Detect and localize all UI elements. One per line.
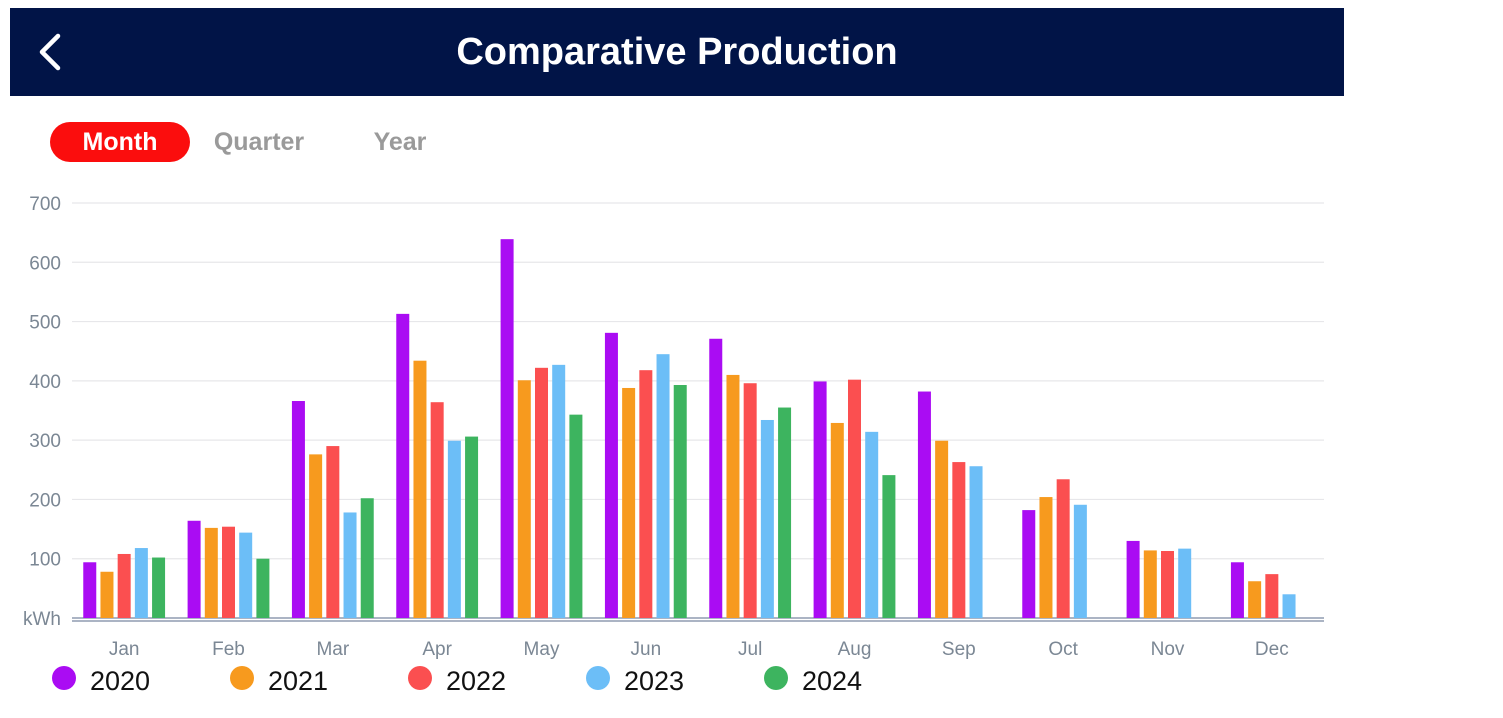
legend-label: 2024 xyxy=(802,666,863,696)
bar-2023-jan xyxy=(134,548,148,618)
x-tick-label: Dec xyxy=(1255,639,1289,660)
bar-2022-jun xyxy=(639,370,653,618)
legend-label: 2021 xyxy=(268,666,329,696)
bar-2024-apr xyxy=(465,436,479,618)
tab-quarter[interactable]: Quarter xyxy=(213,128,305,156)
bar-2021-dec xyxy=(1248,581,1262,618)
legend-label: 2020 xyxy=(90,666,151,696)
y-tick-label: 500 xyxy=(29,313,61,334)
bar-2020-aug xyxy=(813,381,827,618)
y-tick-label: 600 xyxy=(29,253,61,274)
x-tick-label: Feb xyxy=(212,639,245,660)
bar-2020-may xyxy=(500,239,514,618)
bar-2021-apr xyxy=(413,360,427,618)
bar-2022-jan xyxy=(117,553,131,618)
bar-2021-jul xyxy=(726,374,740,618)
y-tick-label: 300 xyxy=(29,431,61,452)
bar-2021-sep xyxy=(935,440,949,618)
bar-2022-dec xyxy=(1265,574,1279,618)
bar-2024-aug xyxy=(882,475,896,618)
bar-2023-nov xyxy=(1178,548,1192,618)
bar-2024-mar xyxy=(360,498,374,618)
legend-swatch xyxy=(230,666,254,690)
legend-label: 2022 xyxy=(446,666,507,696)
x-tick-label: Mar xyxy=(316,639,349,660)
bar-2023-jun xyxy=(656,354,670,618)
x-tick-label: Sep xyxy=(942,639,976,660)
bar-2023-aug xyxy=(865,431,879,618)
y-tick-label: 200 xyxy=(29,490,61,511)
bar-2021-nov xyxy=(1143,550,1157,618)
bar-2023-jul xyxy=(760,419,774,618)
legend-swatch xyxy=(586,666,610,690)
bar-2022-may xyxy=(535,367,548,618)
bar-2024-jul xyxy=(778,407,792,618)
bar-2020-jan xyxy=(83,562,97,618)
bar-2022-oct xyxy=(1056,479,1070,618)
tab-year[interactable]: Year xyxy=(373,128,427,156)
y-tick-label: 700 xyxy=(29,194,61,215)
bar-2021-jan xyxy=(100,571,114,618)
bar-2020-nov xyxy=(1126,540,1140,618)
x-tick-label: Aug xyxy=(838,639,872,660)
legend-swatch xyxy=(408,666,432,690)
bar-2023-feb xyxy=(239,532,253,618)
bar-2021-aug xyxy=(830,422,844,618)
bar-2023-mar xyxy=(343,512,357,618)
legend-label: 2023 xyxy=(624,666,685,696)
y-tick-label: 400 xyxy=(29,372,61,393)
back-button[interactable] xyxy=(34,30,74,74)
production-bar-chart: kWh 100 200 300 400 500 600 700 Jan Feb Mar Apr May J… xyxy=(23,194,1324,660)
bar-2023-may xyxy=(552,364,566,618)
bar-2023-dec xyxy=(1282,594,1296,618)
chevron-left-icon xyxy=(39,33,61,71)
bar-2020-dec xyxy=(1230,562,1244,618)
bar-2021-may xyxy=(517,380,531,618)
bar-2021-oct xyxy=(1039,497,1053,618)
tab-month[interactable]: Month xyxy=(50,122,190,162)
bar-2021-feb xyxy=(204,527,218,618)
header-bar: Comparative Production xyxy=(10,8,1344,96)
bar-2024-jan xyxy=(152,557,166,618)
bar-2020-jul xyxy=(709,338,723,618)
bar-2020-feb xyxy=(187,520,201,618)
bar-2020-mar xyxy=(291,401,305,618)
bar-2021-mar xyxy=(309,454,323,618)
page-title: Comparative Production xyxy=(456,31,898,73)
x-tick-label: Jun xyxy=(631,639,662,660)
bar-2022-sep xyxy=(952,462,966,618)
legend-swatch xyxy=(764,666,788,690)
bar-2024-jun xyxy=(673,385,687,618)
bar-2020-oct xyxy=(1022,510,1036,618)
y-tick-label: 100 xyxy=(29,550,61,571)
bar-2024-feb xyxy=(256,558,270,618)
y-tick-label: kWh xyxy=(23,609,61,630)
bar-2020-apr xyxy=(396,313,410,618)
legend-swatch xyxy=(52,666,76,690)
bar-2023-sep xyxy=(969,466,983,618)
bar-2022-jul xyxy=(743,383,757,618)
x-tick-label: Jul xyxy=(738,639,762,660)
bar-2020-sep xyxy=(917,391,931,618)
bar-2020-jun xyxy=(604,332,618,618)
bar-2022-aug xyxy=(848,379,861,618)
bar-2022-nov xyxy=(1161,551,1174,618)
bar-2023-oct xyxy=(1073,504,1087,618)
bar-2021-jun xyxy=(622,387,636,618)
x-tick-label: May xyxy=(524,639,560,660)
bar-2022-mar xyxy=(326,446,340,618)
bar-2024-may xyxy=(569,414,583,618)
x-tick-label: Nov xyxy=(1151,639,1185,660)
bar-2022-apr xyxy=(430,402,444,618)
bar-2023-apr xyxy=(447,440,461,618)
x-tick-label: Oct xyxy=(1048,639,1078,660)
x-tick-label: Jan xyxy=(109,639,140,660)
x-tick-label: Apr xyxy=(422,639,452,660)
bar-2022-feb xyxy=(222,526,235,618)
